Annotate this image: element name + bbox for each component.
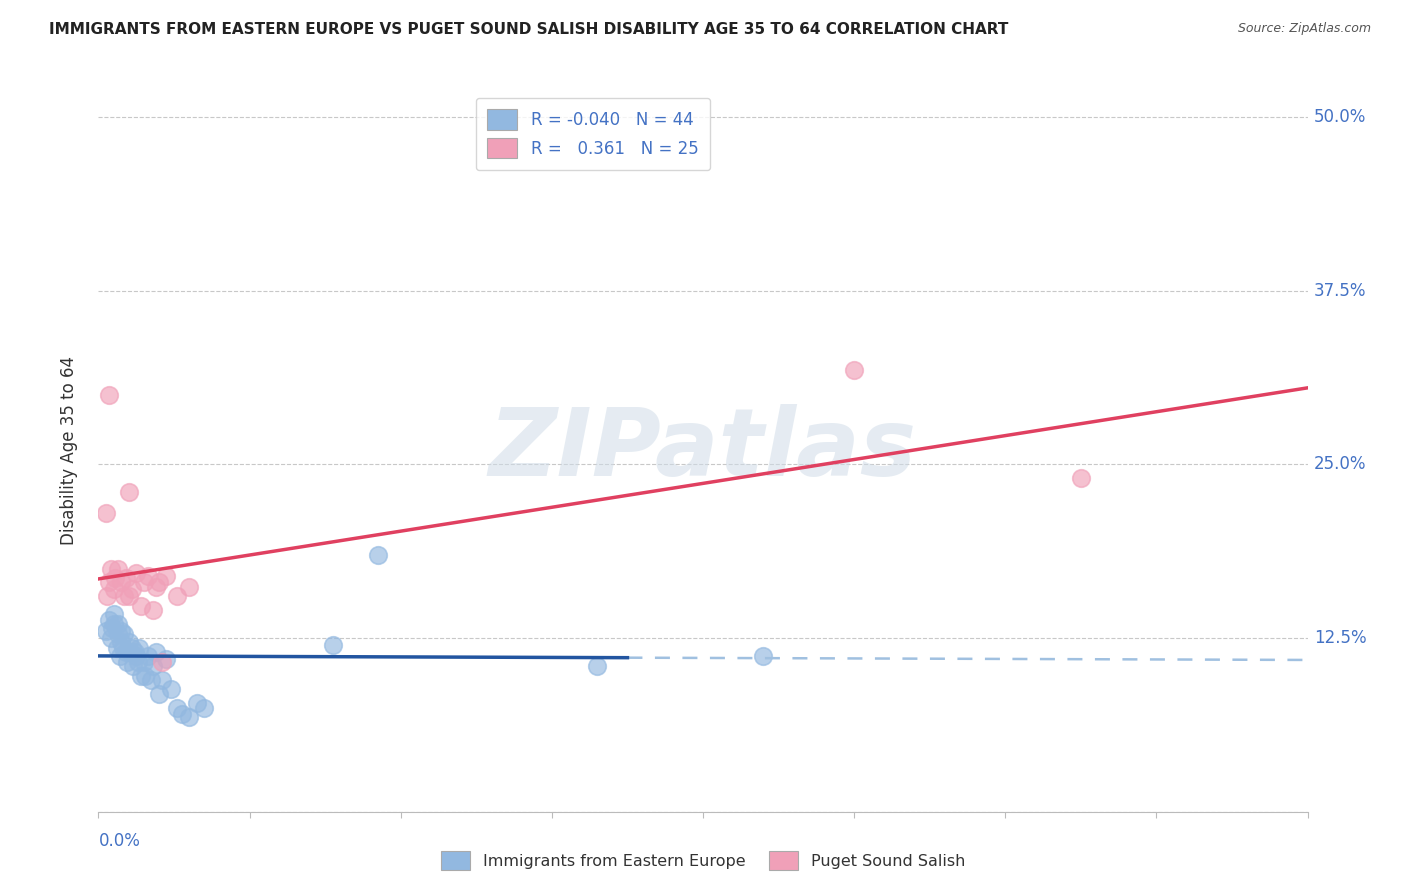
Text: 37.5%: 37.5% (1313, 282, 1367, 300)
Point (107, 561, 129, 575)
Point (145, 580, 167, 594)
Point (103, 617, 125, 632)
Point (141, 673, 163, 687)
Point (101, 621, 124, 635)
Point (193, 700, 215, 714)
Point (111, 640, 134, 655)
Point (110, 624, 132, 639)
Point (134, 668, 156, 682)
Point (98, 575, 121, 590)
Point (103, 582, 125, 597)
Point (104, 571, 127, 585)
Point (179, 580, 201, 594)
Point (100, 561, 122, 575)
Point (125, 566, 148, 580)
Point (118, 590, 141, 604)
Text: ZIPatlas: ZIPatlas (489, 404, 917, 497)
Point (114, 645, 136, 659)
Text: 12.5%: 12.5% (1313, 629, 1367, 647)
Point (132, 655, 155, 669)
Point (136, 568, 159, 582)
Point (367, 548, 389, 562)
Point (94, 506, 117, 520)
Point (107, 627, 129, 641)
Point (100, 631, 122, 645)
Point (166, 700, 188, 714)
Point (98, 388, 121, 402)
Point (112, 627, 135, 641)
Point (125, 649, 148, 664)
Point (155, 568, 177, 582)
Point (118, 635, 141, 649)
Point (170, 707, 193, 722)
Legend: Immigrants from Eastern Europe, Puget Sound Salish: Immigrants from Eastern Europe, Puget So… (434, 845, 972, 877)
Point (115, 655, 138, 669)
Point (108, 649, 131, 664)
Point (142, 658, 165, 673)
Text: 25.0%: 25.0% (1313, 455, 1367, 474)
Point (844, 363, 866, 377)
Point (136, 649, 159, 664)
Point (118, 485, 141, 500)
Point (110, 635, 132, 649)
Text: IMMIGRANTS FROM EASTERN EUROPE VS PUGET SOUND SALISH DISABILITY AGE 35 TO 64 COR: IMMIGRANTS FROM EASTERN EUROPE VS PUGET … (49, 22, 1008, 37)
Point (150, 655, 173, 669)
Point (122, 658, 145, 673)
Point (114, 571, 136, 585)
Point (128, 640, 150, 655)
Point (124, 645, 146, 659)
Point (145, 645, 167, 659)
Point (121, 640, 143, 655)
Point (148, 687, 170, 701)
Point (120, 645, 142, 659)
Text: 50.0%: 50.0% (1313, 108, 1367, 126)
Text: 0.0%: 0.0% (98, 832, 141, 850)
Point (150, 673, 173, 687)
Point (132, 575, 155, 590)
Point (110, 575, 132, 590)
Point (142, 603, 165, 617)
Point (103, 607, 125, 622)
Point (179, 710, 201, 724)
Point (155, 652, 177, 666)
Point (96, 590, 118, 604)
Point (752, 649, 775, 664)
Point (186, 696, 208, 710)
Point (586, 658, 609, 673)
Point (127, 655, 149, 669)
Legend: R = -0.040   N = 44, R =   0.361   N = 25: R = -0.040 N = 44, R = 0.361 N = 25 (475, 97, 710, 169)
Text: Source: ZipAtlas.com: Source: ZipAtlas.com (1237, 22, 1371, 36)
Point (129, 668, 152, 682)
Point (112, 590, 135, 604)
Point (1070, 471, 1092, 485)
Point (322, 638, 344, 652)
Point (121, 582, 143, 597)
Y-axis label: Disability Age 35 to 64: Disability Age 35 to 64 (59, 356, 77, 545)
Point (148, 575, 170, 590)
Point (94, 624, 117, 639)
Point (129, 599, 152, 613)
Point (166, 590, 188, 604)
Point (160, 682, 183, 697)
Point (105, 640, 128, 655)
Point (98, 613, 121, 627)
Point (107, 617, 129, 632)
